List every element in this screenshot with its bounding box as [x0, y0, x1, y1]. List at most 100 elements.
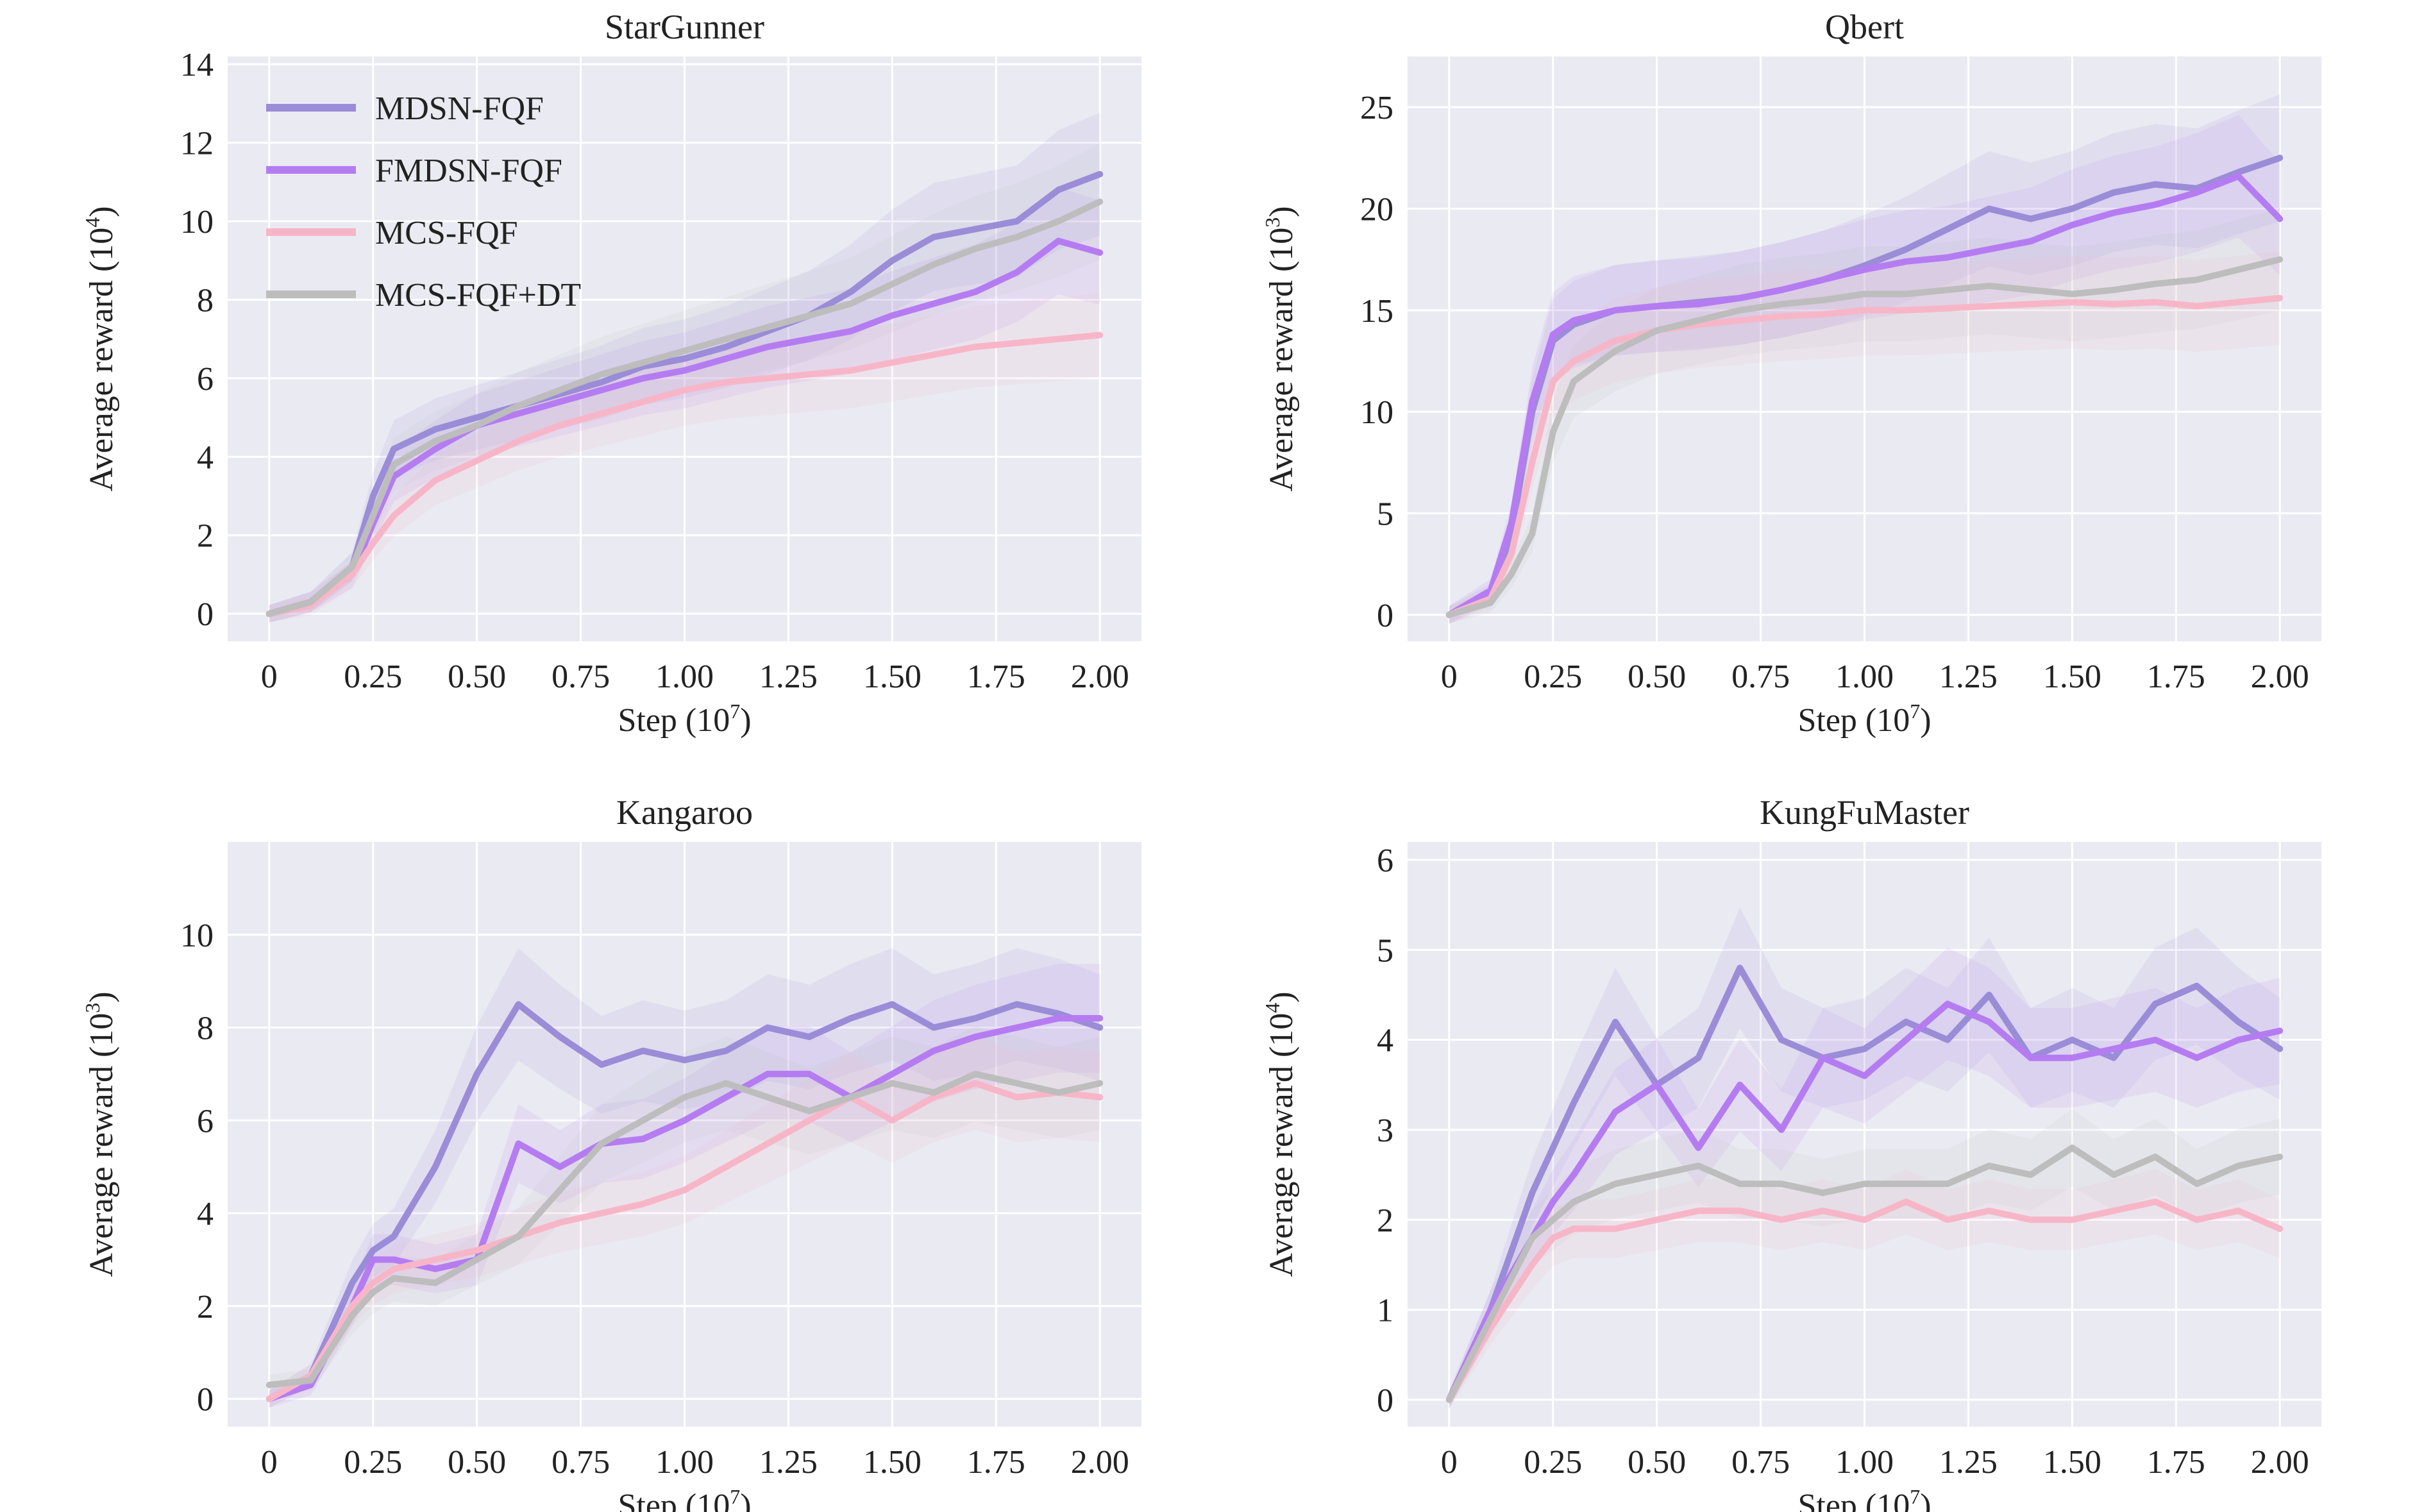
series-band-mdsn-fqf	[269, 948, 1100, 1408]
y-tick-label: 6	[197, 1103, 214, 1139]
series-band-mcs-fqf	[269, 1036, 1100, 1408]
series-band-mcs-fqf	[1449, 1169, 2280, 1409]
x-tick-label: 1.00	[655, 1444, 714, 1481]
legend-label: MDSN-FQF	[375, 90, 544, 127]
x-axis-label-exponent: 7	[1910, 1485, 1920, 1508]
series-band-mcs-fqf-dt	[1449, 208, 2280, 624]
series-line-fmdsn-fqf	[1445, 1000, 2284, 1403]
chart-panel-1: 0 0.25 0.50 0.75 1.00 1.25 1.50 1.75 2.00 0 2 4 6 8 10…	[81, 8, 1141, 739]
x-tick-label: 1.75	[2147, 659, 2205, 695]
x-tick-label: 2.00	[1071, 1444, 1129, 1481]
y-tick-label: 0	[197, 1382, 214, 1418]
x-tick-label: 1.50	[863, 1444, 922, 1481]
x-tick-label: 0.75	[551, 659, 610, 695]
y-axis-label-close: )	[83, 991, 120, 1002]
legend-label: FMDSN-FQF	[375, 153, 562, 189]
series-line-mcs-fqf-dt	[265, 198, 1104, 617]
y-axis-label-exponent: 4	[1261, 1003, 1284, 1013]
chart-panel-4: 0 0.25 0.50 0.75 1.00 1.25 1.50 1.75 2.00 0 1 2 3 4 5 6…	[1261, 793, 2321, 1512]
chart-panel-2: 0 0.25 0.50 0.75 1.00 1.25 1.50 1.75 2.00 0 5 10 15 2…	[1261, 8, 2321, 739]
y-axis-label-close: )	[1263, 991, 1300, 1002]
x-axis-label-name: Step (10	[1797, 1488, 1910, 1512]
x-tick-label: 0.50	[1628, 1444, 1686, 1481]
y-axis-label-exponent: 3	[1261, 217, 1284, 228]
y-tick-label: 10	[180, 204, 214, 240]
y-axis-label-exponent: 3	[81, 1003, 104, 1013]
y-axis-label: Average reward (103)	[1261, 206, 1300, 491]
x-axis-label: Step (107)	[618, 700, 751, 739]
chart-title: Qbert	[1825, 8, 1904, 46]
series-line-mcs-fqf-dt	[265, 1070, 1104, 1388]
x-axis-label-name: Step (10	[1797, 702, 1910, 739]
y-tick-label: 10	[1360, 394, 1393, 431]
y-axis-label: Average reward (104)	[81, 206, 120, 491]
x-tick-label: 1.25	[1939, 659, 1998, 695]
x-tick-label: 1.00	[655, 659, 714, 695]
x-tick-label: 1.50	[863, 659, 922, 695]
chart-panel-3: 0 0.25 0.50 0.75 1.00 1.25 1.50 1.75 2.00 0 2 4 6 8 10…	[81, 793, 1141, 1512]
y-tick-label: 8	[197, 1011, 214, 1047]
series-line-mdsn-fqf	[1445, 964, 2284, 1403]
chart-title: StarGunner	[605, 8, 764, 46]
x-tick-label: 0.50	[448, 1444, 506, 1481]
y-tick-label: 4	[1377, 1023, 1393, 1059]
x-tick-label: 0	[261, 1444, 278, 1481]
chart-title: Kangaroo	[616, 793, 753, 832]
x-tick-label: 1.75	[967, 659, 1025, 695]
legend-label: MCS-FQF+DT	[375, 277, 581, 314]
x-tick-label: 1.25	[1939, 1444, 1998, 1481]
series-line-fmdsn-fqf	[265, 237, 1104, 617]
x-tick-label: 0.50	[448, 659, 506, 695]
y-tick-label: 1	[1377, 1293, 1393, 1329]
x-tick-label: 1.00	[1835, 659, 1894, 695]
x-axis-label: Step (107)	[1797, 1485, 1931, 1512]
series-line-mdsn-fqf	[265, 171, 1104, 617]
x-tick-label: 0.25	[1524, 659, 1582, 695]
x-axis-label-exponent: 7	[1910, 700, 1920, 723]
y-tick-label: 15	[1360, 293, 1393, 330]
series-line-fmdsn-fqf	[1445, 172, 2284, 618]
x-tick-label: 1.00	[1835, 1444, 1894, 1481]
x-tick-label: 0	[1441, 659, 1458, 695]
y-axis-label-name: Average reward (10	[1263, 1013, 1300, 1277]
series-line-mcs-fqf-dt	[1445, 256, 2284, 618]
series-band-mcs-fqf	[269, 292, 1100, 623]
y-axis-label-close: )	[83, 206, 120, 217]
series-line-mcs-fqf	[265, 1080, 1104, 1402]
x-tick-label: 0	[261, 659, 278, 695]
series-line-fmdsn-fqf	[265, 1015, 1104, 1402]
x-tick-label: 1.75	[2147, 1444, 2205, 1481]
chart-title: KungFuMaster	[1760, 793, 1969, 832]
y-axis-label-name: Average reward (10	[83, 1013, 120, 1277]
x-tick-label: 0.75	[551, 1444, 610, 1481]
x-axis-label-exponent: 7	[730, 700, 740, 723]
y-axis-label: Average reward (104)	[1261, 991, 1300, 1277]
y-tick-label: 4	[197, 439, 214, 476]
x-axis-label-exponent: 7	[730, 1485, 740, 1508]
x-axis-label-name: Step (10	[618, 1488, 730, 1512]
x-axis-label: Step (107)	[1797, 700, 1931, 739]
series-band-mcs-fqf	[1449, 251, 2280, 624]
x-axis-label-close: )	[1920, 1488, 1931, 1512]
y-tick-label: 3	[1377, 1113, 1393, 1149]
x-tick-label: 2.00	[2251, 1444, 2309, 1481]
y-tick-label: 14	[180, 47, 214, 83]
legend: MDSN-FQF FMDSN-FQF MCS-FQF MCS-FQF+DT	[266, 90, 581, 314]
x-axis-label-close: )	[740, 1488, 751, 1512]
x-tick-label: 0.50	[1628, 659, 1686, 695]
x-tick-label: 1.50	[2043, 1444, 2101, 1481]
y-tick-label: 6	[1377, 843, 1393, 879]
y-tick-label: 2	[197, 1289, 214, 1325]
series-line-mcs-fqf	[265, 332, 1104, 617]
x-axis-label: Step (107)	[618, 1485, 751, 1512]
series-band-fmdsn-fqf	[269, 187, 1100, 623]
x-tick-label: 2.00	[1071, 659, 1129, 695]
y-tick-label: 2	[197, 518, 214, 555]
x-tick-label: 0.25	[1524, 1444, 1582, 1481]
legend-label: MCS-FQF	[375, 215, 518, 251]
series-band-mdsn-fqf	[1449, 907, 2280, 1409]
x-tick-label: 0.25	[344, 659, 402, 695]
series-line-mcs-fqf	[1445, 294, 2284, 618]
y-tick-label: 2	[1377, 1202, 1393, 1239]
